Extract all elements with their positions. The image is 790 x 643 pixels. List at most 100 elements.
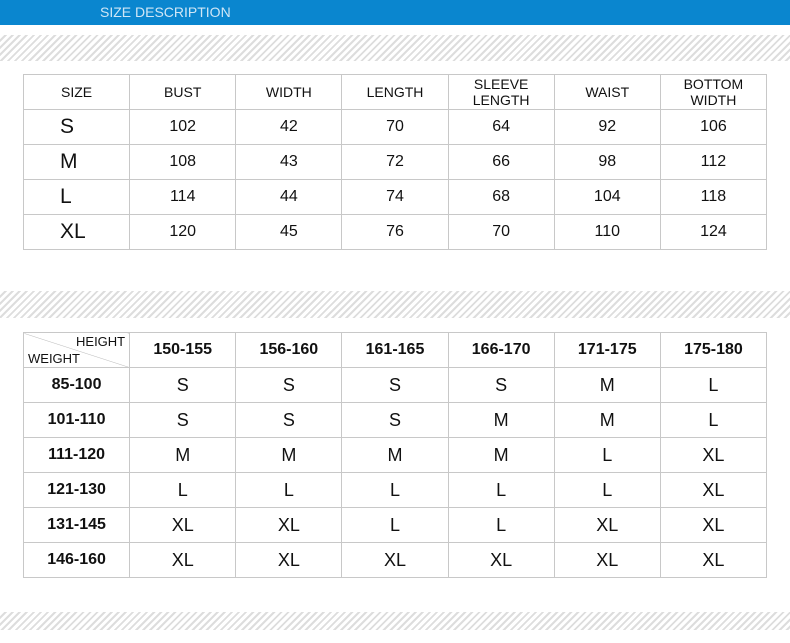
table-cell: 104 [553,179,661,215]
table-cell: S [447,367,555,403]
table-cell: XL [659,437,768,473]
table-cell: 101-110 [22,402,131,438]
table-cell: L [341,507,449,543]
table-cell: 42 [235,109,343,145]
table-row: S 102 42 70 64 92 106 [22,109,768,145]
table-cell: 72 [341,144,449,180]
table-cell: L [553,437,661,473]
table-cell: M [22,144,131,180]
table-cell: 102 [129,109,237,145]
table-cell: 118 [659,179,768,215]
header-row: SIZE BUST WIDTH LENGTH SLEEVE LENGTH WAIST BOT… [22,74,768,110]
size-table: SIZE BUST WIDTH LENGTH SLEEVE LENGTH WAIST BOT… [22,74,768,250]
table-cell: L [235,472,343,508]
header-cell: 150-155 [129,332,237,368]
table-cell: 111-120 [22,437,131,473]
table-cell: M [553,402,661,438]
table-cell: XL [235,542,343,578]
table-cell: 64 [447,109,555,145]
table-cell: XL [235,507,343,543]
table-cell: XL [22,214,131,250]
table-cell: 68 [447,179,555,215]
table-cell: L [129,472,237,508]
table-cell: L [659,367,768,403]
divider [0,291,790,318]
table-cell: 114 [129,179,237,215]
table-cell: XL [129,507,237,543]
table-cell: S [235,367,343,403]
table-cell: 124 [659,214,768,250]
table-cell: 76 [341,214,449,250]
corner-cell: HEIGHT WEIGHT [22,332,131,368]
header-cell: SIZE [22,74,131,110]
header-cell: BUST [129,74,237,110]
table-cell: 146-160 [22,542,131,578]
fit-table: HEIGHT WEIGHT 150-155 156-160 161-165 166-170… [22,332,768,578]
table-row: M 108 43 72 66 98 112 [22,144,768,180]
table-row: 101-110 S S S M M L [22,402,768,438]
table-cell: XL [553,542,661,578]
table-cell: 70 [341,109,449,145]
header-cell: WAIST [553,74,661,110]
table-cell: 66 [447,144,555,180]
table-cell: L [553,472,661,508]
header-cell: 175-180 [659,332,768,368]
header-cell: 156-160 [235,332,343,368]
table-row: 146-160 XL XL XL XL XL XL [22,542,768,578]
table-cell: 108 [129,144,237,180]
table-cell: XL [659,472,768,508]
corner-label: WEIGHT [28,351,80,366]
table-cell: L [22,179,131,215]
divider [0,35,790,61]
header-cell: WIDTH [235,74,343,110]
table-cell: S [22,109,131,145]
table-cell: S [129,402,237,438]
table-cell: 74 [341,179,449,215]
header-row: HEIGHT WEIGHT 150-155 156-160 161-165 166-170… [22,332,768,368]
table-cell: 43 [235,144,343,180]
header-cell: BOTTOM WIDTH [659,74,768,110]
table-cell: S [341,367,449,403]
divider [0,612,790,630]
table-cell: 121-130 [22,472,131,508]
table-cell: L [447,472,555,508]
table-cell: 120 [129,214,237,250]
table-cell: M [447,402,555,438]
table-cell: XL [659,542,768,578]
table-cell: 98 [553,144,661,180]
table-cell: M [553,367,661,403]
table-cell: 44 [235,179,343,215]
header-bar: SIZE DESCRIPTION [0,0,790,25]
table-cell: XL [341,542,449,578]
table-cell: 110 [553,214,661,250]
table-cell: XL [447,542,555,578]
corner-label: HEIGHT [76,334,126,349]
header-cell: 161-165 [341,332,449,368]
table-cell: L [659,402,768,438]
table-cell: 45 [235,214,343,250]
table-row: 85-100 S S S S M L [22,367,768,403]
table-cell: XL [129,542,237,578]
header-cell: LENGTH [341,74,449,110]
table-cell: 112 [659,144,768,180]
table-cell: 131-145 [22,507,131,543]
table-cell: XL [553,507,661,543]
table-cell: M [447,437,555,473]
table-row: 131-145 XL XL L L XL XL [22,507,768,543]
table-row: XL 120 45 76 70 110 124 [22,214,768,250]
header-cell: 171-175 [553,332,661,368]
header-title: SIZE DESCRIPTION [100,4,231,20]
table-cell: L [341,472,449,508]
table-cell: L [447,507,555,543]
table-cell: S [341,402,449,438]
table-cell: M [341,437,449,473]
table-cell: 70 [447,214,555,250]
table-cell: S [235,402,343,438]
table-cell: 92 [553,109,661,145]
header-cell: SLEEVE LENGTH [447,74,555,110]
table-cell: 85-100 [22,367,131,403]
table-cell: S [129,367,237,403]
table-cell: 106 [659,109,768,145]
table-row: 111-120 M M M M L XL [22,437,768,473]
